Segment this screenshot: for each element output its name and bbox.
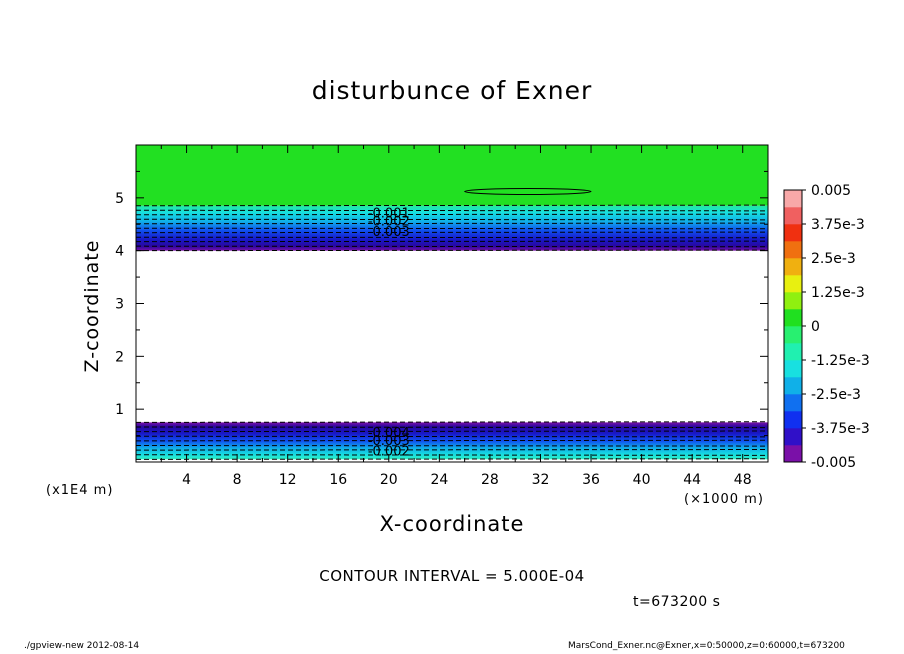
colorbar-label: 0.005: [811, 183, 851, 199]
x-axis-label: X-coordinate: [379, 512, 525, 536]
contour-line: [136, 213, 768, 216]
contour-closed: [464, 187, 592, 195]
footer-right: MarsCond_Exner.nc@Exner,x=0:50000,z=0:60…: [568, 641, 845, 651]
colorbar-label: -1.25e-3: [811, 353, 870, 369]
colorbar-segment: [784, 258, 802, 276]
contour-line: [136, 227, 768, 230]
contour-label: -0.003: [368, 434, 410, 449]
x-tick-label: 32: [532, 472, 550, 488]
contour-label: -0.002: [368, 444, 410, 459]
y-tick-label: 1: [115, 402, 124, 418]
colorbar-segment: [784, 224, 802, 242]
y-tick-label: 5: [115, 191, 124, 207]
y-axis-label: Z-coordinate: [81, 239, 103, 373]
colorbar-segment: [784, 207, 802, 225]
x-tick-label: 4: [182, 472, 191, 488]
colorbar-segment: [784, 309, 802, 327]
contour-line: [136, 209, 768, 212]
y-scale-label: (x1E4 m): [46, 483, 114, 498]
contour-line: [136, 236, 768, 239]
colorbar-segment: [784, 394, 802, 412]
colorbar-segment: [784, 445, 802, 463]
contour-line: [136, 439, 768, 442]
colorbar-segment: [784, 428, 802, 446]
x-tick-label: 20: [380, 472, 398, 488]
colorbar-segment: [784, 411, 802, 429]
contour-interval: CONTOUR INTERVAL = 5.000E-04: [319, 567, 585, 585]
contour-label: -0.003: [368, 225, 410, 240]
colorbar-label: 0: [811, 319, 820, 335]
colorbar-segment: [784, 241, 802, 259]
band-upper-zero: [136, 145, 768, 206]
contour-line: [136, 222, 768, 225]
y-tick-label: 3: [115, 297, 124, 313]
colorbar-label: 1.25e-3: [811, 285, 865, 301]
contour-line: [136, 231, 768, 234]
time-label: t=673200 s: [633, 594, 721, 610]
colorbar-segment: [784, 360, 802, 378]
x-tick-label: 28: [481, 472, 499, 488]
contour-label: -0.001: [368, 207, 410, 222]
colorbar-segment: [784, 275, 802, 293]
x-tick-label: 24: [430, 472, 448, 488]
colorbar-segment: [784, 326, 802, 344]
x-tick-label: 44: [683, 472, 701, 488]
footer-left: ./gpview-new 2012-08-14: [24, 641, 140, 651]
y-tick-label: 4: [115, 244, 124, 260]
contour-label: -0.004: [368, 426, 410, 441]
colorbar-label: -3.75e-3: [811, 421, 870, 437]
x-tick-label: 40: [633, 472, 651, 488]
colorbar-segment: [784, 377, 802, 395]
colorbar-segment: [784, 190, 802, 208]
contour-line: [136, 249, 768, 252]
contour-line: [136, 240, 768, 243]
x-tick-label: 8: [233, 472, 242, 488]
contour-line: [136, 430, 768, 433]
contour-line: [136, 204, 768, 207]
x-tick-label: 16: [329, 472, 347, 488]
contour-line: [136, 458, 768, 460]
contour-line: [136, 449, 768, 451]
chart-title: disturbunce of Exner: [311, 76, 593, 105]
x-tick-label: 48: [734, 472, 752, 488]
colorbar-label: 2.5e-3: [811, 251, 856, 267]
contour-line: [136, 444, 768, 447]
contour-line: [136, 218, 768, 221]
x-tick-label: 12: [279, 472, 297, 488]
colorbar-label: -0.005: [811, 455, 856, 471]
contour-line: [136, 454, 768, 456]
contour-line: [136, 426, 768, 429]
colorbar-label: -2.5e-3: [811, 387, 861, 403]
contour-label: -0.002: [368, 215, 410, 230]
x-tick-label: 36: [582, 472, 600, 488]
x-scale-label: (×1000 m): [684, 492, 764, 507]
contour-line: [136, 435, 768, 438]
y-tick-label: 2: [115, 349, 124, 365]
contour-line: [136, 421, 768, 423]
colorbar-label: 3.75e-3: [811, 217, 865, 233]
colorbar-segment: [784, 343, 802, 361]
contour-line: [136, 245, 768, 248]
colorbar-segment: [784, 292, 802, 310]
